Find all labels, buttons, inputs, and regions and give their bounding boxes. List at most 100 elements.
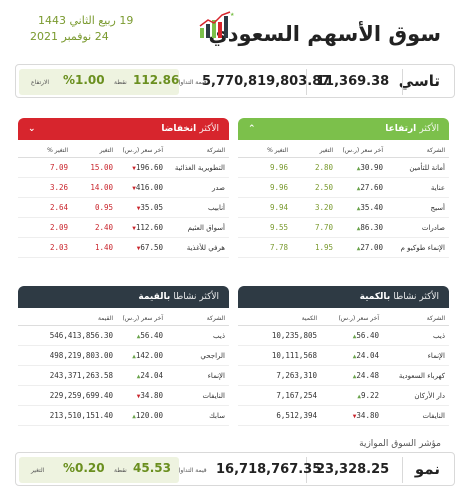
table-row[interactable]: أسواق العثيم 112.60▼ 2.40 2.09 xyxy=(18,218,229,238)
company-name: الإنماء طوكيو م xyxy=(400,244,445,252)
price-cell: 67.50▼ xyxy=(113,238,163,257)
parallel-index-name: نمو xyxy=(414,460,440,478)
price-value: 9.22 xyxy=(360,391,379,400)
chevron-down-icon: ⌄ xyxy=(28,124,36,134)
price-value: 56.40 xyxy=(356,331,379,340)
page-title: سوق الأسهم السعودي xyxy=(208,22,441,46)
top-gainers-header: الأكثر ارتفاعا ⌃ xyxy=(238,118,449,140)
change-value: 0.95 xyxy=(94,203,113,212)
table-row[interactable]: أمانة للتأمين 30.90▲ 2.80 9.96 xyxy=(238,158,449,178)
change-value: 2.50 xyxy=(314,183,333,192)
top-losers-header: الأكثر انخفاضا ⌄ xyxy=(18,118,229,140)
change-percent-value: 7.78 xyxy=(269,243,288,252)
table-row[interactable]: صدر 416.00▼ 14.00 3.26 xyxy=(18,178,229,198)
change-percent-value: 2.03 xyxy=(49,243,68,252)
company-name: صادرات xyxy=(421,224,445,232)
price-value: 120.00 xyxy=(135,411,163,420)
arrow-down-icon: ▼ xyxy=(136,245,141,252)
arrow-down-icon: ▼ xyxy=(132,225,136,232)
arrow-up-icon: ▲ xyxy=(352,353,357,360)
price-cell: 24.48▲ xyxy=(317,366,379,385)
traded-value: 213,510,151.40 xyxy=(49,411,113,420)
change-percent: %1.00 xyxy=(63,73,105,87)
arrow-down-icon: ▼ xyxy=(136,205,141,212)
price-value: 86.30 xyxy=(360,223,383,232)
price-cell: 86.30▲ xyxy=(333,218,383,237)
change-percent-value: 9.96 xyxy=(269,163,288,172)
price-value: 27.00 xyxy=(360,243,383,252)
arrow-up-icon: ▲ xyxy=(352,333,357,340)
arrow-down-icon: ▼ xyxy=(136,393,141,400)
traded-value: 498,219,803.00 xyxy=(49,351,113,360)
price-value: 142.00 xyxy=(135,351,163,360)
price-value: 56.40 xyxy=(140,331,163,340)
most-active-value-panel: الأكثر نشاطا بالقيمة الشركة آخر سعر (ر.س… xyxy=(18,286,229,426)
company-name: التطويرية الغذائية xyxy=(174,164,225,172)
table-row[interactable]: صادرات 86.30▲ 7.70 9.55 xyxy=(238,218,449,238)
quantity-value: 7,167,254 xyxy=(276,391,317,400)
price-value: 24.04 xyxy=(140,371,163,380)
turnover-value: 5,770,819,803.87 xyxy=(202,74,331,89)
company-name: أنابيب xyxy=(208,204,225,212)
company-name: الراجحي xyxy=(200,352,225,360)
table-row[interactable]: هرفي للأغذية 67.50▼ 1.40 2.03 xyxy=(18,238,229,258)
change-value: 1.95 xyxy=(314,243,333,252)
change-percent-value: 2.09 xyxy=(49,223,68,232)
table-row[interactable]: الإنماء طوكيو م 27.00▲ 1.95 7.78 xyxy=(238,238,449,258)
arrow-up-icon: ▲ xyxy=(356,205,361,212)
table-row[interactable]: الإنماء 24.04▲ 243,371,263.58 xyxy=(18,366,229,386)
chevron-up-icon: ⌃ xyxy=(248,124,256,134)
price-value: 34.80 xyxy=(356,411,379,420)
price-value: 67.50 xyxy=(140,243,163,252)
table-row[interactable]: التطويرية الغذائية 196.60▼ 15.00 7.09 xyxy=(18,158,229,178)
change-percent-value: 7.09 xyxy=(49,163,68,172)
arrow-up-icon: ▲ xyxy=(136,333,141,340)
company-name: النايفات xyxy=(202,392,225,400)
quantity-value: 7,263,310 xyxy=(276,371,317,380)
turnover-label: قيمة التداول xyxy=(176,79,207,86)
arrow-up-icon: ▲ xyxy=(132,353,136,360)
price-value: 24.48 xyxy=(356,371,379,380)
company-name: كهرباء السعودية xyxy=(398,372,445,380)
table-row[interactable]: ذيب 56.40▲ 10,235,805 xyxy=(238,326,449,346)
company-name: الإنماء xyxy=(207,372,225,380)
parallel-change-points: 45.53 xyxy=(133,461,171,475)
table-row[interactable]: النايفات 34.80▼ 6,512,394 xyxy=(238,406,449,426)
change-value: 1.40 xyxy=(94,243,113,252)
parallel-market-subtitle: مؤشر السوق الموازية xyxy=(359,439,441,449)
table-row[interactable]: الراجحي 142.00▲ 498,219,803.00 xyxy=(18,346,229,366)
table-row[interactable]: ذيب 56.40▲ 546,413,856.30 xyxy=(18,326,229,346)
price-cell: 24.04▲ xyxy=(317,346,379,365)
change-percent-value: 3.26 xyxy=(49,183,68,192)
table-row[interactable]: الإنماء 24.04▲ 10,111,568 xyxy=(238,346,449,366)
arrow-up-icon: ▲ xyxy=(132,413,136,420)
price-cell: 34.80▼ xyxy=(113,386,163,405)
arrow-up-icon: ▲ xyxy=(136,373,141,380)
table-row[interactable]: أنابيب 35.05▼ 0.95 2.64 xyxy=(18,198,229,218)
price-cell: 112.60▼ xyxy=(113,218,163,237)
parallel-direction-label: التغير xyxy=(31,467,45,474)
table-row[interactable]: كهرباء السعودية 24.48▲ 7,263,310 xyxy=(238,366,449,386)
table-row[interactable]: النايفات 34.80▼ 229,259,699.40 xyxy=(18,386,229,406)
svg-text:★: ★ xyxy=(230,12,235,18)
company-name: عناية xyxy=(430,184,445,192)
company-name: دار الأركان xyxy=(414,392,445,400)
price-cell: 35.05▼ xyxy=(113,198,163,217)
table-row[interactable]: دار الأركان 9.22▲ 7,167,254 xyxy=(238,386,449,406)
points-label: نقطة xyxy=(114,79,127,86)
arrow-up-icon: ▲ xyxy=(357,393,361,400)
table-row[interactable]: سابك 120.00▲ 213,510,151.40 xyxy=(18,406,229,426)
hijri-date: 19 ربيع الثاني 1443 xyxy=(38,14,134,27)
parallel-change-percent: %0.20 xyxy=(63,461,105,475)
price-value: 416.00 xyxy=(135,183,163,192)
direction-label: الارتفاع xyxy=(31,79,50,86)
arrow-up-icon: ▲ xyxy=(356,165,361,172)
price-cell: 142.00▲ xyxy=(113,346,163,365)
company-name: سابك xyxy=(209,412,225,420)
traded-value: 243,371,263.58 xyxy=(49,371,113,380)
table-row[interactable]: أسيج 35.40▲ 3.20 9.94 xyxy=(238,198,449,218)
price-cell: 9.22▲ xyxy=(317,386,379,405)
table-row[interactable]: عناية 27.60▲ 2.50 9.96 xyxy=(238,178,449,198)
price-cell: 56.40▲ xyxy=(113,326,163,345)
quantity-value: 10,111,568 xyxy=(271,351,317,360)
